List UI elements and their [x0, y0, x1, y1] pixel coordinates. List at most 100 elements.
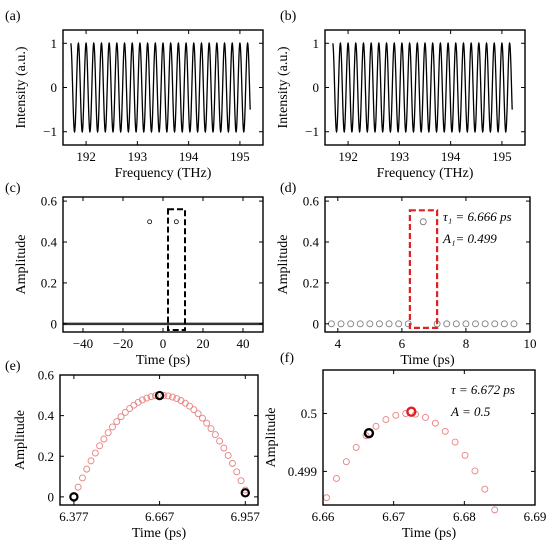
x-axis-label: Time (ps)	[132, 526, 187, 541]
x-tick-label: 192	[76, 149, 96, 164]
data-point	[327, 320, 335, 328]
intensity-trace	[70, 41, 251, 134]
x-tick-label: 40	[237, 336, 250, 351]
x-tick-label: 193	[390, 149, 410, 164]
y-tick-label: 0.5	[301, 406, 317, 421]
data-point	[481, 320, 489, 328]
y-tick-label: 0.499	[288, 464, 317, 479]
y-tick-label: 0	[51, 316, 58, 331]
annotation-amplitude: A = 0.5	[450, 404, 491, 419]
y-tick-label: 0.6	[303, 194, 320, 209]
data-point	[139, 396, 146, 404]
data-point	[366, 320, 374, 328]
data-point	[510, 320, 518, 328]
data-point	[173, 395, 181, 403]
peak-point	[173, 219, 179, 225]
x-axis-label: Frequency (THz)	[377, 166, 474, 181]
data-point	[203, 419, 211, 427]
data-point	[211, 431, 219, 439]
panel-f: τ = 6.672 ps A = 0.5 6.66 6.67 6.68 6.69 0.499…	[264, 351, 546, 541]
panel-label: (f)	[280, 351, 294, 366]
data-point	[96, 442, 104, 450]
intensity-trace	[332, 41, 513, 134]
panel-b: 192 193 194 195 −1 0 1 Frequency (THz) Intensity…	[276, 9, 526, 181]
panel-e: 6.377 6.667 6.957 0 0.2 0.4 0.6 Time (ps) Amplit…	[5, 359, 260, 541]
data-point	[431, 419, 439, 427]
panel-d: τ₁ = 6.666 ps A₁= 0.499 4 6 8 10 0 0.2 0.4 0.6 Tim…	[276, 181, 537, 368]
data-point	[237, 477, 245, 485]
data-point	[104, 429, 112, 437]
x-axis-label: Time (ps)	[400, 353, 455, 368]
data-point	[372, 422, 380, 430]
data-point	[147, 393, 155, 401]
data-point	[452, 320, 460, 328]
data-point	[79, 474, 86, 482]
data-point	[443, 320, 451, 328]
x-axis-label: Frequency (THz)	[115, 166, 212, 181]
x-tick-label: 192	[338, 149, 358, 164]
bold-point	[363, 427, 375, 439]
plot-frame	[62, 196, 264, 333]
data-point	[87, 457, 95, 465]
data-point	[91, 449, 99, 457]
data-point	[422, 413, 429, 421]
x-tick-label: 6.377	[59, 509, 89, 524]
bold-point	[406, 406, 417, 417]
data-point	[342, 458, 350, 466]
bold-point	[240, 488, 250, 498]
data-point	[164, 392, 172, 400]
data-point	[233, 468, 241, 476]
y-tick-label: 1	[313, 36, 320, 51]
panel-c: −40 −20 0 20 40 0 0.2 0.4 0.6 Time (ps) Amplitude (…	[5, 181, 264, 368]
data-point	[441, 427, 449, 435]
y-tick-label: 0.4	[38, 408, 55, 423]
data-point	[481, 485, 489, 493]
data-point	[224, 451, 232, 459]
data-point	[471, 467, 479, 475]
data-point	[376, 320, 383, 328]
data-point	[347, 320, 355, 328]
y-tick-label: −1	[305, 124, 319, 139]
data-point	[160, 391, 168, 399]
y-tick-label: 0.6	[38, 368, 55, 383]
data-point	[190, 406, 198, 414]
x-tick-label: 6.69	[524, 509, 547, 524]
data-point	[109, 423, 116, 431]
panel-label: (e)	[5, 359, 21, 374]
bold-point	[154, 390, 165, 401]
x-tick-label: 6	[399, 336, 406, 351]
data-point	[117, 413, 125, 421]
x-axis-label: Time (ps)	[402, 526, 457, 541]
y-tick-label: 0.2	[303, 275, 319, 290]
data-point	[451, 438, 459, 446]
plot-frame	[324, 196, 531, 333]
y-tick-label: 1	[51, 36, 58, 51]
data-point	[130, 401, 138, 409]
data-point	[323, 494, 330, 502]
y-tick-label: 0	[313, 316, 320, 331]
annotation-amplitude: A₁= 0.499	[442, 231, 497, 246]
data-point	[216, 437, 224, 445]
data-point	[461, 451, 469, 459]
plot-frame	[322, 369, 536, 506]
highlight-box	[167, 208, 186, 331]
data-point	[220, 444, 228, 452]
x-tick-label: 20	[197, 336, 210, 351]
x-tick-label: 193	[128, 149, 148, 164]
data-point	[168, 393, 176, 401]
x-tick-label: 6.67	[382, 509, 405, 524]
y-tick-label: 0.6	[41, 194, 58, 209]
highlight-box	[408, 209, 439, 330]
x-tick-label: 4	[335, 336, 342, 351]
data-point	[352, 443, 360, 451]
data-point	[113, 418, 121, 426]
data-point	[121, 408, 129, 416]
plot-frame	[59, 374, 259, 506]
peak-point	[147, 219, 153, 225]
x-tick-label: 195	[230, 149, 250, 164]
x-tick-label: 194	[441, 149, 461, 164]
data-point	[228, 459, 236, 467]
data-point	[194, 410, 202, 418]
panel-a: 192 193 194 195 −1 0 1 Frequency (THz) Intensity…	[5, 9, 264, 181]
